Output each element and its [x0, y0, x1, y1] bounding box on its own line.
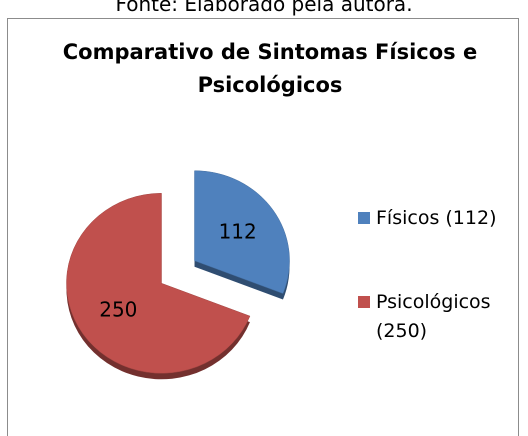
data-label: 250	[99, 298, 137, 322]
caption: Fonte: Elaborado pela autora.	[115, 0, 413, 16]
legend-swatch	[358, 212, 370, 224]
chart-frame	[7, 18, 519, 436]
chart-title: Comparativo de Sintomas Físicos e Psicol…	[62, 40, 478, 97]
legend-label: Físicos (112)	[376, 207, 497, 229]
slice	[66, 193, 251, 374]
legend-label: Psicológicos (250)	[376, 291, 491, 342]
data-label: 112	[219, 219, 257, 243]
slice	[194, 170, 290, 294]
legend-swatch	[358, 296, 370, 308]
